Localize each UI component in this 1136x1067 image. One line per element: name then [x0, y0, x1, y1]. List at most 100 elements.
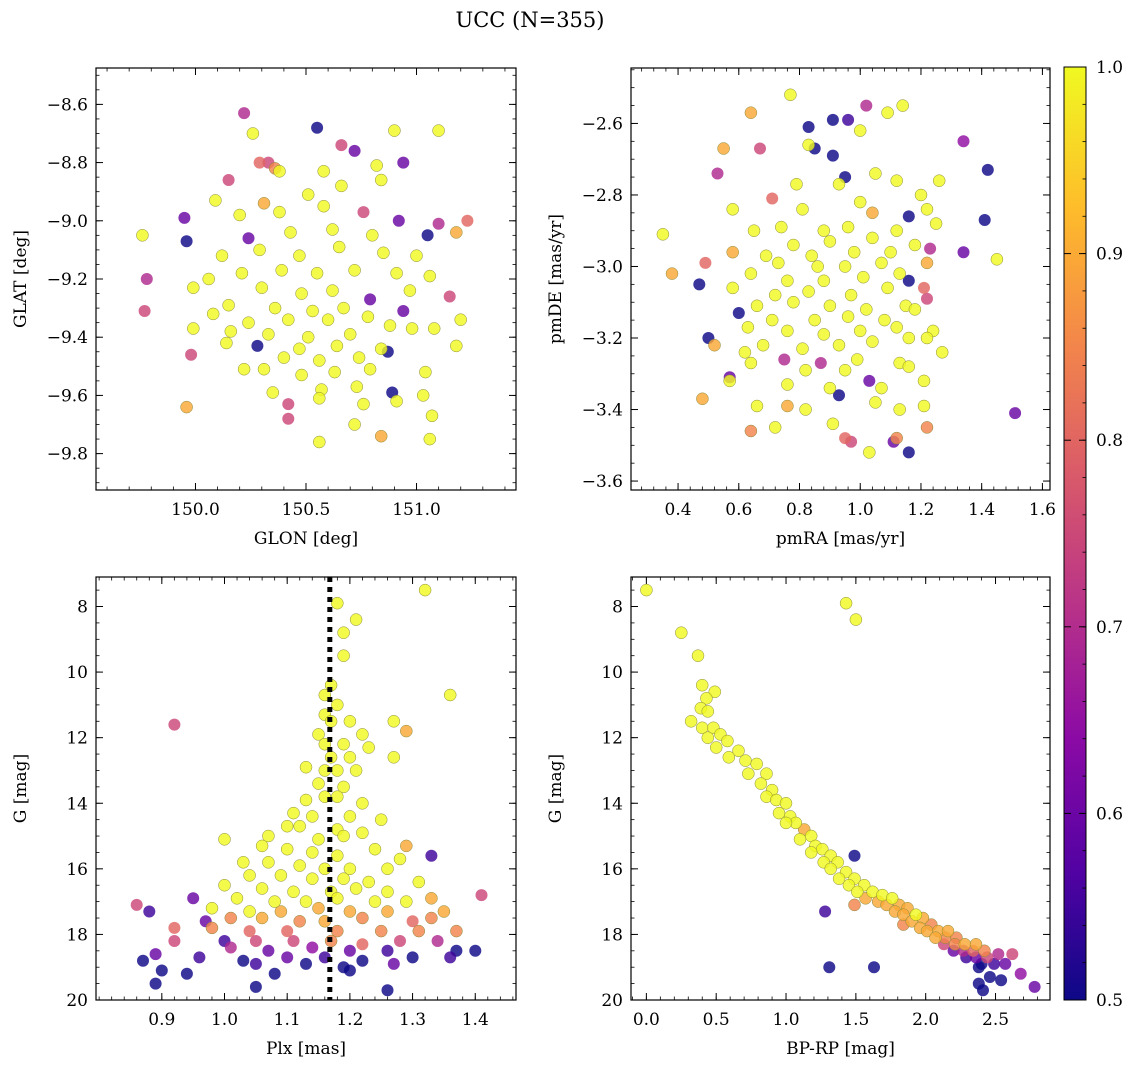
data-point	[237, 856, 250, 869]
data-point	[356, 728, 369, 741]
data-point	[423, 432, 437, 446]
data-point	[282, 398, 295, 411]
data-point	[335, 139, 348, 152]
data-point	[306, 941, 319, 954]
scatter-panel-3: 0.9 1.0 1.1 1.2 1.3 1.4 8 10 12 14 16 18 20 Plx [mas]…	[11, 576, 517, 1059]
data-point	[392, 214, 405, 227]
data-point	[293, 819, 306, 833]
data-point	[337, 780, 350, 794]
data-point	[884, 245, 897, 259]
x-tick-label: 1.0	[773, 1010, 800, 1030]
data-point	[331, 790, 344, 803]
data-point	[824, 862, 837, 876]
data-point	[277, 351, 291, 364]
data-point	[437, 905, 451, 918]
data-point	[766, 192, 779, 205]
data-point	[328, 365, 341, 379]
data-point	[656, 228, 670, 241]
data-point	[853, 195, 867, 209]
scatter-panels: 150.0 150.5 151.0 −9.8 −9.6 −9.4 −9.2 −9.0 −8.8 −…	[11, 67, 1056, 1059]
data-point	[357, 206, 370, 219]
data-point	[721, 734, 734, 748]
data-point	[348, 418, 361, 431]
y-tick-label: 8	[77, 598, 88, 618]
y-tick-label: 12	[601, 729, 623, 749]
data-point	[866, 231, 879, 245]
data-point	[348, 144, 361, 157]
data-point	[860, 303, 873, 316]
data-point	[381, 984, 394, 997]
data-point	[243, 869, 256, 882]
y-tick-label: −9.6	[47, 386, 88, 406]
y-tick-label: −3.6	[582, 472, 623, 492]
data-point	[957, 246, 970, 259]
data-point	[262, 944, 275, 957]
data-point	[242, 316, 255, 329]
data-point	[337, 301, 350, 315]
data-point	[893, 267, 906, 280]
data-point	[215, 249, 229, 262]
y-tick-label: 12	[66, 729, 88, 749]
data-point	[390, 394, 403, 408]
y-axis-label: pmDE [mas/yr]	[546, 214, 566, 344]
data-point	[246, 127, 260, 140]
data-point	[814, 357, 827, 369]
data-point	[419, 365, 432, 379]
data-point	[224, 325, 238, 338]
data-point	[881, 106, 894, 119]
data-point	[425, 911, 438, 925]
data-point	[266, 386, 280, 399]
data-point	[343, 715, 357, 728]
data-point	[990, 253, 1004, 266]
data-point	[349, 882, 363, 895]
x-tick-label: 150.0	[171, 500, 220, 520]
data-point	[890, 224, 903, 237]
data-point	[914, 188, 928, 202]
x-tick-label: 0.9	[148, 1010, 175, 1030]
data-point	[299, 793, 313, 807]
data-point	[180, 400, 193, 414]
data-point	[826, 113, 839, 126]
data-point	[890, 431, 903, 445]
data-point	[337, 737, 350, 751]
x-tick-label: 150.5	[282, 500, 331, 520]
data-point	[281, 951, 294, 964]
data-point	[875, 256, 888, 270]
data-point	[823, 381, 837, 395]
data-point	[849, 613, 863, 626]
data-point	[957, 135, 970, 148]
data-point	[640, 583, 653, 597]
data-point	[805, 249, 818, 263]
data-point	[833, 389, 845, 402]
data-point	[230, 892, 244, 905]
data-point	[280, 842, 294, 856]
data-point	[293, 859, 306, 872]
x-tick-label: 0.6	[725, 500, 752, 520]
data-point	[787, 295, 800, 309]
data-point	[149, 948, 162, 961]
data-point	[257, 362, 271, 376]
data-point	[1009, 407, 1022, 420]
data-point	[205, 921, 219, 935]
data-point	[282, 412, 295, 425]
data-point	[775, 220, 788, 234]
data-point	[790, 177, 803, 191]
data-point	[374, 173, 388, 187]
data-point	[765, 313, 779, 327]
data-point	[295, 287, 308, 300]
y-tick-label: −9.8	[47, 445, 88, 465]
data-point	[237, 362, 251, 376]
colorbar-tick-label: 0.5	[1096, 991, 1123, 1011]
data-point	[180, 235, 193, 248]
data-point	[450, 226, 463, 239]
data-point	[300, 957, 312, 970]
data-point	[454, 313, 467, 326]
data-point	[293, 249, 306, 262]
data-point	[804, 846, 818, 859]
data-point	[909, 908, 923, 921]
x-axis-label: BP-RP [mag]	[786, 1039, 895, 1059]
data-point	[287, 935, 300, 947]
data-point	[306, 304, 319, 318]
data-point	[349, 764, 363, 777]
data-point	[759, 249, 773, 263]
